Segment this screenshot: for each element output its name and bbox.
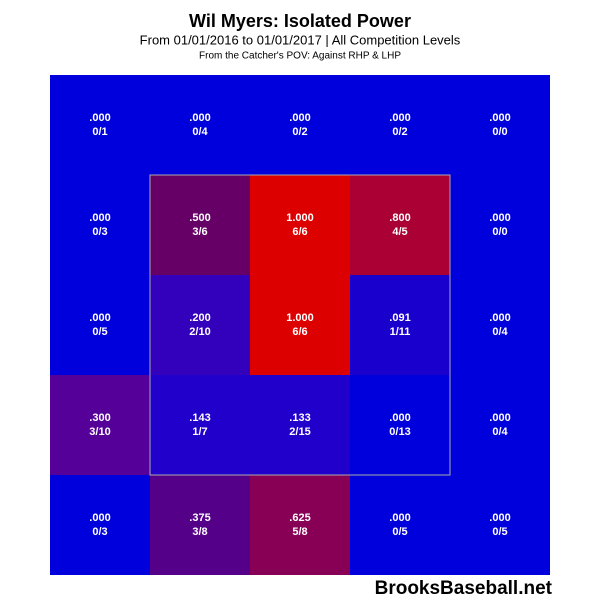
- cell-count-label: 3/6: [192, 226, 207, 238]
- heat-cell: [150, 375, 250, 475]
- cell-count-label: 0/4: [192, 126, 208, 138]
- cell-count-label: 5/8: [292, 526, 307, 538]
- chart-subtitle: From 01/01/2016 to 01/01/2017 | All Comp…: [140, 32, 461, 47]
- heatmap-grid: .000 0/1 .000 0/4 .000 0/2 .000 0/2 .000 0/0 .000 0…: [50, 75, 550, 575]
- heat-cell: [150, 275, 250, 375]
- heat-cell: [250, 175, 350, 275]
- cell-value-label: .200: [189, 312, 210, 324]
- heat-cell: [450, 75, 550, 175]
- cell-value-label: .500: [189, 212, 210, 224]
- cell-count-label: 0/5: [492, 526, 507, 538]
- cell-count-label: 0/0: [492, 126, 507, 138]
- heat-cell: [250, 275, 350, 375]
- heat-cell: [350, 275, 450, 375]
- heat-cell: [250, 75, 350, 175]
- heat-cell: [150, 175, 250, 275]
- cell-count-label: 1/11: [390, 326, 411, 338]
- cell-count-label: 2/15: [289, 426, 310, 438]
- cell-count-label: 0/4: [492, 326, 508, 338]
- cell-count-label: 0/5: [392, 526, 407, 538]
- cell-count-label: 0/3: [92, 226, 107, 238]
- heat-cell: [350, 75, 450, 175]
- cell-value-label: .000: [389, 412, 410, 424]
- cell-count-label: 0/2: [392, 126, 407, 138]
- cell-value-label: .000: [489, 112, 510, 124]
- heat-cell: [450, 275, 550, 375]
- cell-count-label: 6/6: [292, 326, 307, 338]
- cell-value-label: .143: [189, 412, 210, 424]
- heat-cell: [150, 75, 250, 175]
- cell-value-label: .000: [89, 212, 110, 224]
- cell-value-label: .625: [289, 512, 310, 524]
- heat-cell: [50, 475, 150, 575]
- cell-count-label: 2/10: [189, 326, 210, 338]
- cell-count-label: 0/13: [389, 426, 410, 438]
- cell-count-label: 0/3: [92, 526, 107, 538]
- cell-count-label: 3/8: [192, 526, 207, 538]
- cell-value-label: .000: [89, 312, 110, 324]
- cell-value-label: .300: [89, 412, 110, 424]
- heat-cell: [350, 475, 450, 575]
- cell-value-label: .000: [89, 112, 110, 124]
- cell-count-label: 1/7: [192, 426, 207, 438]
- heat-cell: [450, 475, 550, 575]
- heat-cell: [350, 175, 450, 275]
- cell-value-label: .000: [389, 112, 410, 124]
- cell-value-label: .000: [389, 512, 410, 524]
- cell-value-label: .000: [89, 512, 110, 524]
- watermark: BrooksBaseball.net: [375, 578, 553, 599]
- heat-cell: [150, 475, 250, 575]
- cell-value-label: .000: [489, 312, 510, 324]
- cell-count-label: 6/6: [292, 226, 307, 238]
- cell-count-label: 0/2: [292, 126, 307, 138]
- chart-note: From the Catcher's POV: Against RHP & LH…: [199, 51, 401, 62]
- heat-cell: [50, 75, 150, 175]
- cell-value-label: 1.000: [286, 212, 314, 224]
- cell-count-label: 4/5: [392, 226, 407, 238]
- cell-value-label: .800: [389, 212, 410, 224]
- cell-value-label: .091: [389, 312, 410, 324]
- cell-count-label: 3/10: [89, 426, 110, 438]
- heat-cell: [50, 175, 150, 275]
- cell-value-label: .375: [189, 512, 210, 524]
- cell-count-label: 0/0: [492, 226, 507, 238]
- cell-count-label: 0/4: [492, 426, 508, 438]
- heat-cell: [250, 375, 350, 475]
- cell-value-label: .000: [489, 212, 510, 224]
- heat-cell: [450, 375, 550, 475]
- cell-value-label: .133: [289, 412, 310, 424]
- chart-title: Wil Myers: Isolated Power: [189, 11, 411, 31]
- heat-cell: [350, 375, 450, 475]
- cell-value-label: 1.000: [286, 312, 314, 324]
- heat-cell: [50, 275, 150, 375]
- heat-cell: [50, 375, 150, 475]
- cell-count-label: 0/1: [92, 126, 107, 138]
- heat-cell: [250, 475, 350, 575]
- cell-value-label: .000: [489, 412, 510, 424]
- heat-cell: [450, 175, 550, 275]
- cell-count-label: 0/5: [92, 326, 107, 338]
- cell-value-label: .000: [489, 512, 510, 524]
- cell-value-label: .000: [289, 112, 310, 124]
- strike-zone: [149, 174, 451, 476]
- cell-value-label: .000: [189, 112, 210, 124]
